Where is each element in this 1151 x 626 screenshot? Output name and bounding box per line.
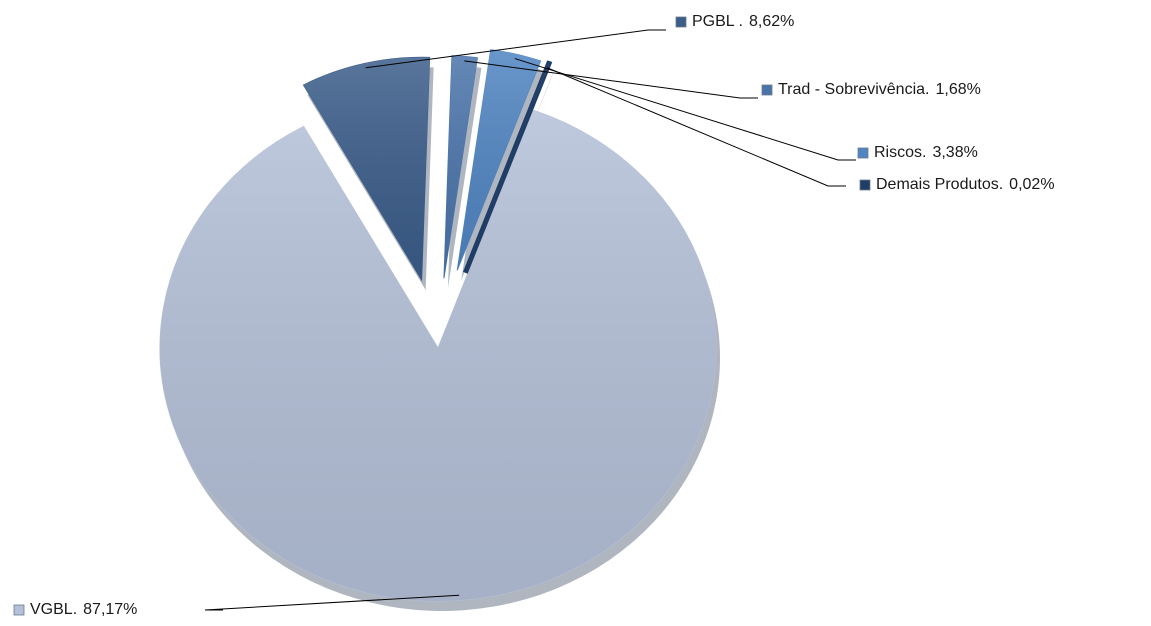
slice-highlight: [159, 110, 717, 602]
leader-line: [464, 60, 758, 99]
slice-label: PGBL . 8,62%: [692, 13, 794, 30]
value-label: 1,68%: [935, 81, 980, 98]
value-label: 87,17%: [83, 601, 137, 618]
value-label: 3,38%: [932, 144, 977, 161]
slice-highlight: [457, 49, 541, 271]
legend-key: [857, 147, 869, 159]
category-label: VGBL.: [30, 601, 77, 618]
slice-highlight: [303, 57, 430, 280]
slice-label: Trad - Sobrevivência. 1,68%: [778, 81, 981, 98]
leader-line: [204, 594, 460, 611]
label-layer: VGBL. 87,17% PGBL . 8,62% Trad - Sobrevivênc…: [13, 13, 1055, 618]
slice-label: Demais Produtos. 0,02%: [876, 176, 1055, 193]
category-label: Trad - Sobrevivência.: [778, 81, 929, 98]
leader-line: [546, 67, 846, 187]
leader-line: [365, 29, 666, 69]
legend-key: [761, 84, 773, 96]
leader-line: [514, 58, 856, 161]
legend-key: [675, 16, 687, 28]
category-label: Demais Produtos.: [876, 176, 1003, 193]
category-label: Riscos.: [874, 144, 926, 161]
slice-highlight: [443, 55, 478, 279]
slice-label: Riscos. 3,38%: [874, 144, 978, 161]
value-label: 0,02%: [1009, 176, 1054, 193]
slice-label: VGBL. 87,17%: [30, 601, 137, 618]
slice-highlight: [465, 63, 549, 273]
legend-key: [13, 604, 25, 616]
category-label: PGBL .: [692, 13, 743, 30]
legend-key: [859, 179, 871, 191]
slice-layer: [159, 49, 717, 602]
value-label: 8,62%: [749, 13, 794, 30]
